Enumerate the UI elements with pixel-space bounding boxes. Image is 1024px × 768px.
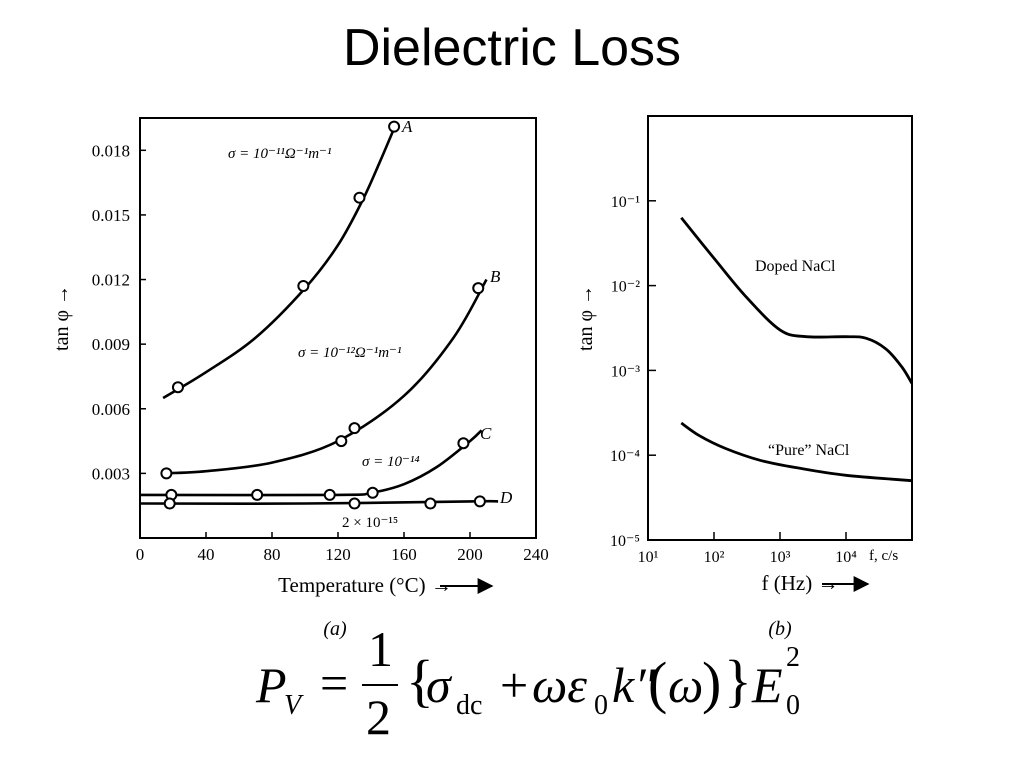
eq-brace-open: { <box>406 648 434 713</box>
series-b-letter: B <box>490 267 501 286</box>
a-y-tick-label: 0.006 <box>92 400 130 419</box>
series-pure-label: “Pure” NaCl <box>768 442 850 459</box>
a-y-tick-label: 0.003 <box>92 464 130 483</box>
b-y-tick-label: 10⁻⁴ <box>610 448 640 465</box>
panel-a-points <box>160 120 486 510</box>
a-y-tick-label: 0.018 <box>92 141 130 160</box>
eq-sigma-sub: dc <box>456 690 483 721</box>
series-c-label: σ = 10⁻¹⁴ <box>362 454 420 470</box>
series-c-point <box>251 488 264 501</box>
series-a-label: σ = 10⁻¹¹Ω⁻¹m⁻¹ <box>228 146 332 162</box>
b-x-tick-label: 10² <box>704 549 725 566</box>
eq-sigma: σ <box>426 657 451 713</box>
eq-e-field: E <box>752 657 783 713</box>
series-d-label: 2 × 10⁻¹⁵ <box>342 515 398 531</box>
eq-k-double-prime: k″ <box>612 657 656 713</box>
eq-lhs-sub: V <box>284 690 302 721</box>
eq-frac-den: 2 <box>366 689 391 745</box>
series-d-point <box>473 495 486 508</box>
panel-b-ylabel: tan φ → <box>575 285 597 351</box>
a-y-tick-label: 0.015 <box>92 206 130 225</box>
panel-b-frequency-chart: 10¹ 10² 10³ 10⁴ 10⁻¹ 10⁻² 10⁻³ 10⁻⁴ 10⁻⁵ tan φ →… <box>575 115 914 640</box>
eq-paren-open: ( <box>648 650 668 715</box>
series-c-point <box>366 486 379 499</box>
eq-omega: ω <box>668 657 704 713</box>
series-b-point <box>472 282 485 295</box>
a-y-tick-label: 0.012 <box>92 271 130 290</box>
panel-b-x-unit-note: f, c/s <box>869 548 898 564</box>
figure-panels: 0 40 80 120 160 200 240 0.003 0.006 0.009 0.012 0.0… <box>51 115 914 640</box>
panel-a-frame <box>139 117 537 539</box>
series-a-point <box>297 280 310 292</box>
b-y-tick-label: 10⁻³ <box>611 363 640 380</box>
panel-b-caption: (b) <box>768 618 792 640</box>
series-d-letter: D <box>499 488 513 507</box>
eq-plus: + <box>500 657 529 713</box>
series-a-letter: A <box>401 117 413 136</box>
eq-brace-close: } <box>724 648 752 713</box>
eq-e-sub: 0 <box>786 690 800 721</box>
doped-nacl-curve <box>680 216 914 385</box>
b-x-tick-label: 10⁴ <box>835 549 857 566</box>
eq-equals: = <box>320 655 349 711</box>
eq-frac-num: 1 <box>368 621 393 677</box>
series-b-point <box>335 435 348 448</box>
series-a-point <box>388 120 401 133</box>
panel-a-temperature-chart: 0 40 80 120 160 200 240 0.003 0.006 0.009 0.012 0.0… <box>51 117 549 640</box>
series-c-point <box>457 437 470 450</box>
eq-lhs: P <box>256 657 287 713</box>
a-x-tick-label: 160 <box>391 545 417 564</box>
a-x-tick-label: 80 <box>264 545 281 564</box>
series-b-point <box>348 422 361 435</box>
a-x-tick-label: 0 <box>136 545 145 564</box>
series-a-curve <box>162 123 397 400</box>
series-d-point <box>163 497 176 510</box>
series-doped-label: Doped NaCl <box>755 258 836 275</box>
series-b-label: σ = 10⁻¹²Ω⁻¹m⁻¹ <box>298 345 402 361</box>
series-b-point <box>160 467 173 480</box>
b-y-tick-label: 10⁻² <box>611 279 640 296</box>
a-x-tick-label: 40 <box>198 545 215 564</box>
series-c-point <box>323 488 336 501</box>
panel-a-ticks: 0 40 80 120 160 200 240 0.003 0.006 0.009 0.012 0.0… <box>92 141 549 564</box>
a-x-tick-label: 120 <box>325 545 351 564</box>
panel-a-curves <box>139 123 499 505</box>
b-x-tick-label: 10¹ <box>638 549 659 566</box>
a-y-tick-label: 0.009 <box>92 335 130 354</box>
a-x-tick-label: 240 <box>523 545 549 564</box>
series-b-curve <box>163 278 488 475</box>
pure-nacl-curve <box>680 421 913 483</box>
series-d-point <box>424 497 437 510</box>
eq-e-sup: 2 <box>786 642 800 673</box>
series-a-point <box>353 191 366 204</box>
eq-eps-sub: 0 <box>594 690 608 721</box>
series-d-curve <box>139 499 499 505</box>
eq-omega-eps: ωε <box>532 657 588 713</box>
eq-fraction-bar <box>362 684 398 686</box>
eq-paren-close: ) <box>702 650 722 715</box>
panel-a-caption: (a) <box>323 618 347 640</box>
series-c-curve <box>139 429 483 497</box>
series-c-letter: C <box>480 424 492 443</box>
dielectric-loss-equation: P V = 1 2 { σ dc + ωε 0 k″ ( ω ) } E 2 0 <box>250 622 810 762</box>
panel-a-xlabel: Temperature (°C) → <box>278 573 452 597</box>
panel-b-ticks: 10¹ 10² 10³ 10⁴ 10⁻¹ 10⁻² 10⁻³ 10⁻⁴ 10⁻⁵ <box>610 194 857 566</box>
slide-title: Dielectric Loss <box>342 19 682 77</box>
panel-b-curves <box>680 216 914 483</box>
series-a-point <box>171 381 184 394</box>
b-x-tick-label: 10³ <box>770 549 791 566</box>
series-d-point <box>348 497 361 510</box>
a-x-tick-label: 200 <box>457 545 483 564</box>
panel-a-ylabel: tan φ → <box>51 285 73 351</box>
b-y-tick-label: 10⁻¹ <box>611 194 640 211</box>
b-y-tick-label: 10⁻⁵ <box>610 533 640 550</box>
